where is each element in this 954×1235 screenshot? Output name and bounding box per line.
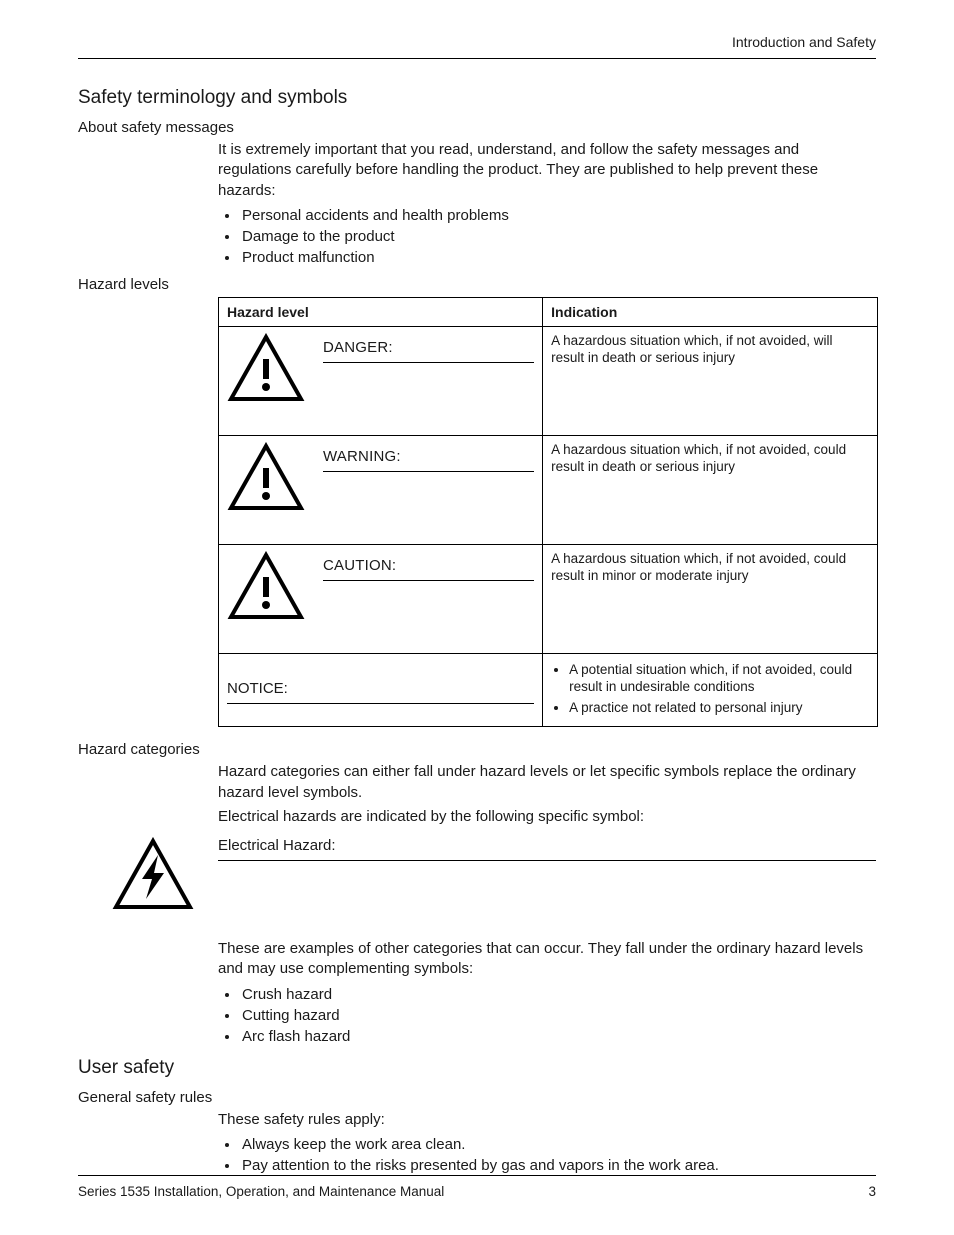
warning-triangle-icon: [227, 551, 305, 621]
cell-indication: A hazardous situation which, if not avoi…: [543, 435, 878, 544]
hazard-label: DANGER:: [323, 333, 534, 363]
hazard-categories-para: These are examples of other categories t…: [218, 939, 876, 980]
footer-page-number: 3: [868, 1184, 876, 1199]
subhead-hazard-categories: Hazard categories: [78, 741, 876, 758]
section-title-safety-terminology: Safety terminology and symbols: [78, 87, 876, 109]
running-head: Introduction and Safety: [78, 34, 876, 59]
general-safety-bullet: Always keep the work area clean.: [240, 1134, 876, 1155]
table-row: CAUTION: A hazardous situation which, if…: [219, 544, 878, 653]
table-header-row: Hazard level Indication: [219, 297, 878, 326]
about-bullets: Personal accidents and health problems D…: [218, 205, 876, 268]
hazard-category-bullet: Arc flash hazard: [240, 1026, 876, 1047]
general-safety-para: These safety rules apply:: [218, 1110, 876, 1130]
th-indication: Indication: [543, 297, 878, 326]
subhead-hazard-levels: Hazard levels: [78, 276, 876, 293]
cell-indication: A hazardous situation which, if not avoi…: [543, 544, 878, 653]
cell-hazard-level: NOTICE:: [219, 653, 543, 727]
hazard-category-bullet: Crush hazard: [240, 984, 876, 1005]
general-safety-body: These safety rules apply: Always keep th…: [218, 1110, 876, 1176]
cell-indication: A hazardous situation which, if not avoi…: [543, 326, 878, 435]
hazard-level-table: Hazard level Indication DANGER: A haz: [218, 297, 878, 728]
cell-hazard-level: CAUTION:: [219, 544, 543, 653]
about-para: It is extremely important that you read,…: [218, 140, 876, 201]
about-body: It is extremely important that you read,…: [218, 140, 876, 268]
footer-doc-title: Series 1535 Installation, Operation, and…: [78, 1184, 444, 1199]
subhead-general-safety-rules: General safety rules: [78, 1089, 876, 1106]
electrical-hazard-icon: [112, 837, 194, 911]
hazard-categories-body2: These are examples of other categories t…: [218, 939, 876, 1047]
page: Introduction and Safety Safety terminolo…: [0, 0, 954, 1235]
hazard-categories-para: Electrical hazards are indicated by the …: [218, 807, 876, 827]
cell-indication: A potential situation which, if not avoi…: [543, 653, 878, 727]
warning-triangle-icon: [227, 442, 305, 512]
indication-bullet: A practice not related to personal injur…: [569, 700, 869, 717]
cell-hazard-level: WARNING:: [219, 435, 543, 544]
hazard-label: WARNING:: [323, 442, 534, 472]
hazard-category-bullet: Cutting hazard: [240, 1005, 876, 1026]
about-bullet: Product malfunction: [240, 247, 876, 268]
subhead-about-safety-messages: About safety messages: [78, 119, 876, 136]
cell-hazard-level: DANGER:: [219, 326, 543, 435]
about-bullet: Personal accidents and health problems: [240, 205, 876, 226]
hazard-categories-body: Hazard categories can either fall under …: [218, 762, 876, 827]
electrical-hazard-label: Electrical Hazard:: [218, 837, 876, 861]
table-row: WARNING: A hazardous situation which, if…: [219, 435, 878, 544]
hazard-label: CAUTION:: [323, 551, 534, 581]
indication-bullet: A potential situation which, if not avoi…: [569, 662, 869, 696]
hazard-categories-bullets: Crush hazard Cutting hazard Arc flash ha…: [218, 984, 876, 1047]
general-safety-bullet: Pay attention to the risks presented by …: [240, 1155, 876, 1176]
section-title-user-safety: User safety: [78, 1057, 876, 1079]
th-hazard-level: Hazard level: [219, 297, 543, 326]
table-row: NOTICE: A potential situation which, if …: [219, 653, 878, 727]
table-row: DANGER: A hazardous situation which, if …: [219, 326, 878, 435]
hazard-label: NOTICE:: [227, 660, 534, 704]
general-safety-bullets: Always keep the work area clean. Pay att…: [218, 1134, 876, 1176]
hazard-categories-para: Hazard categories can either fall under …: [218, 762, 876, 803]
warning-triangle-icon: [227, 333, 305, 403]
about-bullet: Damage to the product: [240, 226, 876, 247]
page-footer: Series 1535 Installation, Operation, and…: [78, 1175, 876, 1199]
electrical-hazard-row: Electrical Hazard:: [112, 837, 876, 911]
